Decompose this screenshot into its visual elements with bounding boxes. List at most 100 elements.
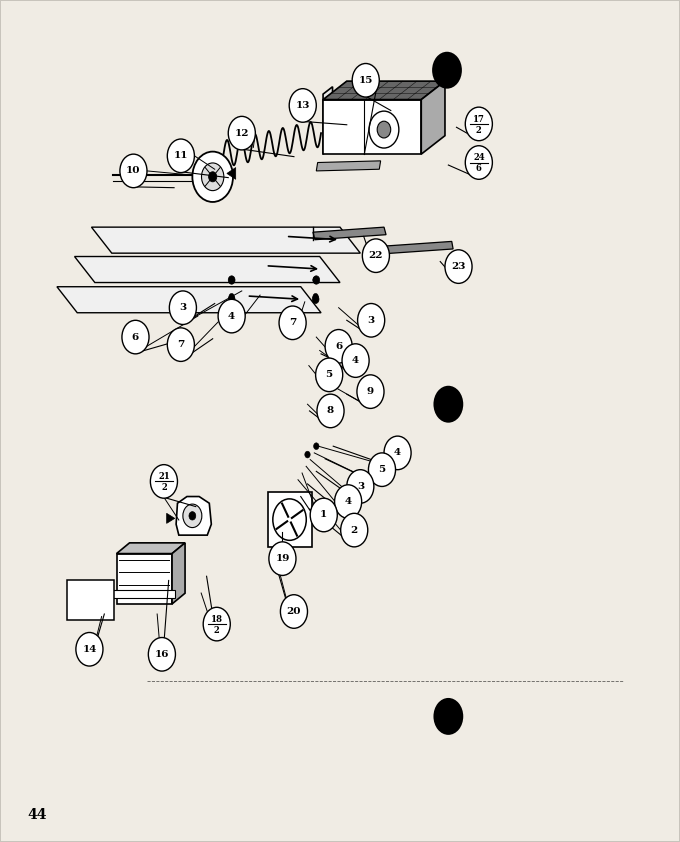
Polygon shape (75, 257, 340, 283)
Circle shape (369, 453, 396, 487)
Text: 2: 2 (476, 125, 481, 135)
Text: 3: 3 (180, 303, 186, 312)
Circle shape (377, 121, 391, 138)
Text: 3: 3 (368, 316, 375, 325)
Circle shape (167, 139, 194, 173)
Circle shape (325, 329, 352, 363)
Circle shape (280, 594, 307, 628)
Polygon shape (172, 543, 185, 604)
Text: 19: 19 (275, 554, 290, 563)
Text: 12: 12 (235, 129, 249, 137)
Text: 2: 2 (351, 525, 358, 535)
Circle shape (279, 306, 306, 339)
Circle shape (433, 386, 463, 423)
Circle shape (313, 276, 320, 285)
Circle shape (352, 63, 379, 97)
Text: 18: 18 (211, 615, 223, 624)
Text: 1: 1 (320, 510, 327, 520)
Circle shape (316, 358, 343, 392)
Text: 7: 7 (289, 318, 296, 328)
Text: 4: 4 (394, 449, 401, 457)
Polygon shape (116, 543, 185, 553)
Circle shape (313, 294, 318, 300)
Circle shape (362, 239, 390, 273)
Polygon shape (91, 227, 360, 253)
Text: 23: 23 (452, 262, 466, 271)
Polygon shape (422, 81, 445, 154)
Polygon shape (227, 168, 236, 179)
Circle shape (189, 512, 196, 520)
Polygon shape (313, 227, 386, 240)
Circle shape (228, 276, 235, 285)
Circle shape (148, 637, 175, 671)
Circle shape (313, 443, 319, 450)
Polygon shape (109, 590, 175, 598)
Polygon shape (379, 242, 453, 254)
Text: 20: 20 (287, 607, 301, 616)
Circle shape (465, 146, 492, 179)
Circle shape (432, 51, 462, 88)
Polygon shape (323, 81, 445, 99)
Text: 8: 8 (327, 407, 334, 415)
Circle shape (305, 451, 310, 458)
Polygon shape (57, 287, 321, 312)
Circle shape (201, 163, 224, 190)
Text: 5: 5 (379, 465, 386, 474)
Circle shape (192, 152, 233, 202)
Circle shape (183, 504, 202, 528)
Text: 6: 6 (476, 164, 481, 173)
Circle shape (228, 116, 256, 150)
Text: 2: 2 (214, 626, 220, 635)
Circle shape (120, 154, 147, 188)
Circle shape (150, 465, 177, 498)
Circle shape (358, 303, 385, 337)
Text: 44: 44 (27, 808, 47, 823)
Circle shape (384, 436, 411, 470)
Circle shape (218, 299, 245, 333)
Circle shape (229, 294, 235, 300)
Text: 16: 16 (154, 650, 169, 658)
Circle shape (357, 375, 384, 408)
Circle shape (347, 470, 374, 504)
Text: 9: 9 (367, 387, 374, 396)
Polygon shape (67, 580, 114, 620)
Text: 4: 4 (352, 356, 359, 365)
Circle shape (229, 277, 235, 284)
Circle shape (209, 172, 217, 182)
Text: 4: 4 (345, 497, 352, 506)
Text: 17: 17 (473, 115, 485, 124)
Text: 3: 3 (357, 482, 364, 491)
Text: 5: 5 (326, 370, 333, 380)
Polygon shape (323, 99, 422, 154)
Polygon shape (176, 497, 211, 536)
Circle shape (310, 498, 337, 532)
Circle shape (76, 632, 103, 666)
Text: 6: 6 (132, 333, 139, 342)
Text: 2: 2 (161, 483, 167, 493)
Circle shape (433, 698, 463, 735)
Text: 4: 4 (228, 312, 235, 321)
Circle shape (445, 250, 472, 284)
Text: 11: 11 (173, 152, 188, 160)
Text: 22: 22 (369, 251, 383, 260)
Polygon shape (167, 514, 175, 524)
Circle shape (228, 295, 235, 303)
Polygon shape (316, 161, 381, 171)
Text: 10: 10 (126, 167, 141, 175)
Text: 15: 15 (358, 76, 373, 85)
Polygon shape (323, 87, 333, 154)
Circle shape (465, 107, 492, 141)
Text: 21: 21 (158, 472, 170, 482)
Text: 24: 24 (473, 153, 485, 163)
Polygon shape (116, 553, 172, 604)
Circle shape (169, 291, 197, 324)
Circle shape (335, 485, 362, 519)
Circle shape (341, 514, 368, 547)
Circle shape (312, 295, 319, 303)
Text: 7: 7 (177, 340, 184, 349)
Text: 6: 6 (335, 342, 342, 351)
Circle shape (289, 88, 316, 122)
Circle shape (342, 344, 369, 377)
Circle shape (167, 328, 194, 361)
Circle shape (203, 607, 231, 641)
